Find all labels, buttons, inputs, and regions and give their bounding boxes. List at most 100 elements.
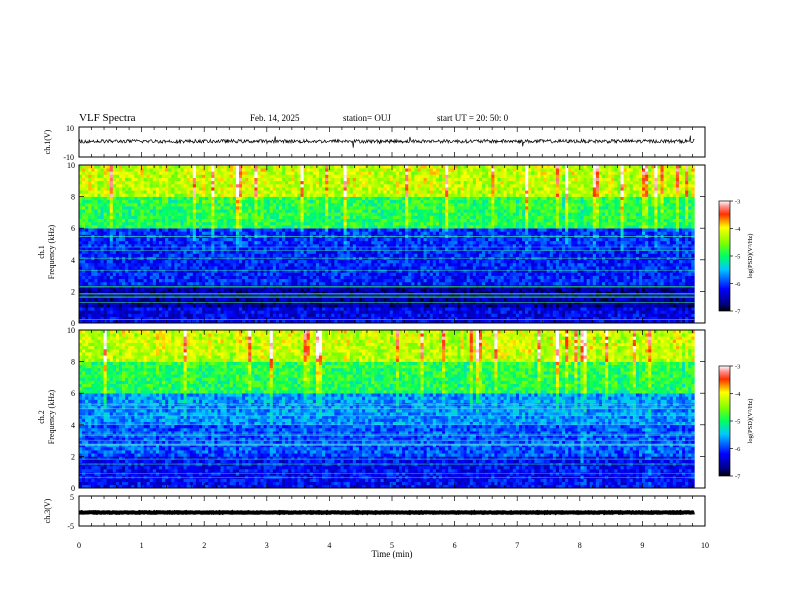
spectrogram-cell xyxy=(152,240,157,245)
spectrogram-cell xyxy=(322,180,326,185)
spectrogram-cell xyxy=(346,231,351,235)
spectrogram-cell xyxy=(198,177,203,182)
spectrogram-cell xyxy=(315,281,320,286)
spectrogram-cell xyxy=(312,174,317,178)
spectrogram-cell xyxy=(365,215,369,220)
spectrogram-cell xyxy=(186,288,191,292)
spectrogram-cell xyxy=(325,199,329,204)
spectrogram-cell xyxy=(260,310,264,314)
spectrogram-cell xyxy=(174,240,178,245)
spectrogram-cell xyxy=(119,278,123,283)
spectrogram-cell xyxy=(340,291,344,295)
spectrogram-cell xyxy=(109,168,114,172)
spectrogram-cell xyxy=(131,307,135,311)
spectrogram-cell xyxy=(377,275,381,280)
spectrogram-cell xyxy=(328,231,332,235)
spectrogram-cell xyxy=(245,199,249,204)
spectrogram-cell xyxy=(318,240,323,245)
spectrogram-cell xyxy=(192,281,197,286)
spectrogram-cell xyxy=(300,171,304,175)
spectrogram-cell xyxy=(232,281,237,286)
spectrogram-cell xyxy=(377,215,381,220)
spectrogram-cell xyxy=(220,212,224,216)
spectrogram-cell xyxy=(174,177,178,182)
spectrogram-cell xyxy=(368,171,372,175)
spectrogram-cell xyxy=(168,199,172,204)
spectrogram-cell xyxy=(202,225,206,229)
spectrogram-cell xyxy=(109,253,114,257)
spectrogram-cell xyxy=(162,199,166,204)
spectrogram-cell xyxy=(177,247,181,251)
spectrogram-cell xyxy=(229,165,234,169)
spectrogram-cell xyxy=(352,199,357,204)
spectrogram-cell xyxy=(159,221,163,226)
spectrogram-cell xyxy=(291,225,295,229)
spectrogram-cell xyxy=(171,297,175,302)
spectrogram-cell xyxy=(205,275,209,280)
spectrogram-cell xyxy=(260,237,264,242)
spectrogram-cell xyxy=(291,228,295,232)
spectrogram-cell xyxy=(251,307,255,311)
spectrogram-cell xyxy=(205,193,209,197)
spectrogram-cell xyxy=(171,199,175,204)
spectrogram-cell xyxy=(272,231,277,235)
spectrogram-cell xyxy=(152,202,157,207)
spectrogram-cell xyxy=(346,171,351,175)
spectrogram-cell xyxy=(343,171,347,175)
spectrogram-cell xyxy=(195,174,200,178)
spectrogram-cell xyxy=(328,272,332,276)
spectrogram-cell xyxy=(257,209,261,213)
spectrogram-cell xyxy=(322,209,326,213)
spectrogram-cell xyxy=(343,272,347,276)
spectrogram-cell xyxy=(186,310,191,314)
spectrogram-cell xyxy=(165,174,169,178)
spectrogram-cell xyxy=(343,275,347,280)
spectrogram-cell xyxy=(223,313,227,317)
spectrogram-cell xyxy=(180,253,184,257)
spectrogram-cell xyxy=(306,310,311,314)
spectrogram-cell xyxy=(205,259,209,264)
spectrogram-cell xyxy=(368,180,372,185)
spectrogram-cell xyxy=(300,231,304,235)
spectrogram-cell xyxy=(82,275,86,280)
spectrogram-cell xyxy=(134,193,138,197)
spectrogram-cell xyxy=(340,297,344,302)
spectrogram-cell xyxy=(88,215,92,220)
spectrogram-cell xyxy=(88,206,92,210)
spectrogram-cell xyxy=(288,310,292,314)
spectrogram-cell xyxy=(220,193,224,197)
spectrogram-cell xyxy=(183,209,187,213)
spectrogram-cell xyxy=(371,165,375,169)
spectrogram-cell xyxy=(115,291,120,295)
spectrogram-cell xyxy=(177,187,181,191)
spectrogram-cell xyxy=(137,168,141,172)
spectrogram-cell xyxy=(272,202,277,207)
spectrogram-cell xyxy=(358,228,363,232)
spectrogram-cell xyxy=(177,281,181,286)
spectrogram-cell xyxy=(275,180,280,185)
spectrogram-cell xyxy=(162,228,166,232)
spectrogram-cell xyxy=(358,304,363,308)
spectrogram-cell xyxy=(205,310,209,314)
spectrogram-cell xyxy=(229,190,234,194)
spectrogram-cell xyxy=(112,310,117,314)
spectrogram-cell xyxy=(374,313,378,317)
spectrogram-cell xyxy=(334,168,338,172)
spectrogram-cell xyxy=(137,225,141,229)
spectrogram-cell xyxy=(177,183,181,188)
spectrogram-cell xyxy=(125,304,129,308)
spectrogram-cell xyxy=(285,253,289,257)
spectrogram-cell xyxy=(343,196,347,201)
spectrogram-cell xyxy=(340,281,344,286)
spectrogram-cell xyxy=(119,206,123,210)
spectrogram-cell xyxy=(168,215,172,220)
spectrogram-cell xyxy=(334,278,338,283)
spectrogram-cell xyxy=(115,168,120,172)
spectrogram-cell xyxy=(337,247,341,251)
spectrogram-cell xyxy=(103,253,107,257)
spectrogram-cell xyxy=(266,199,271,204)
spectrogram-cell xyxy=(229,291,234,295)
spectrogram-cell xyxy=(343,187,347,191)
spectrogram-cell xyxy=(146,225,151,229)
spectrogram-cell xyxy=(300,313,304,317)
